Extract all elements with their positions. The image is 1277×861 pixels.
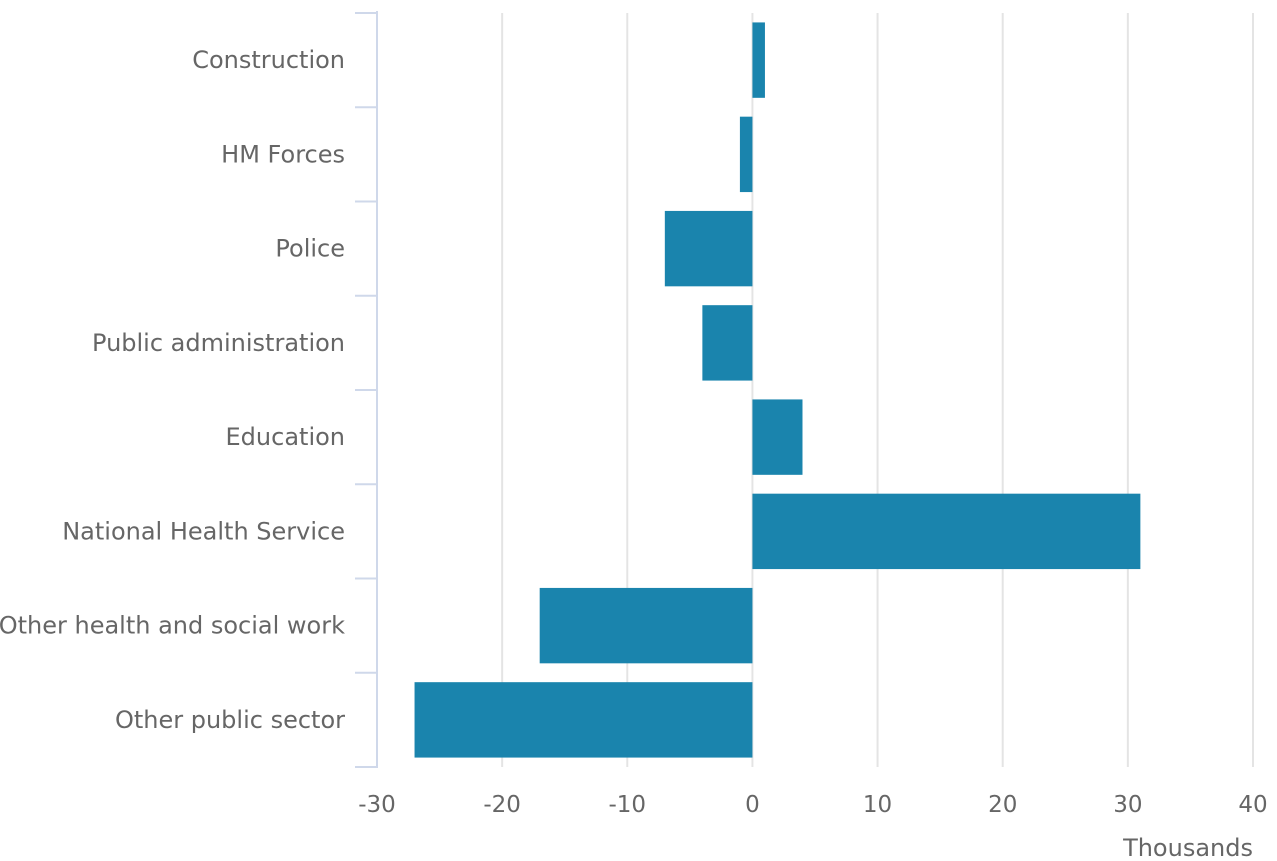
category-label-3: Public administration: [92, 329, 345, 357]
x-tick-label-0: -30: [358, 792, 396, 818]
x-tick-label-5: 20: [988, 792, 1017, 818]
x-tick-label-3: 0: [745, 792, 760, 818]
category-axis: [355, 11, 378, 768]
bar-0: [752, 22, 765, 98]
value-axis-ticks: -30 -20 -10 0 10 20 30 40: [358, 792, 1267, 818]
category-label-0: Construction: [192, 46, 345, 74]
bar-5: [752, 493, 1141, 570]
x-tick-label-7: 40: [1238, 792, 1267, 818]
category-label-4: Education: [226, 423, 345, 451]
category-label-2: Police: [275, 235, 345, 263]
category-label-1: HM Forces: [221, 140, 345, 168]
x-axis-title: Thousands: [1122, 834, 1253, 861]
category-labels: Construction HM Forces Police Public admini…: [0, 46, 345, 734]
bar-2: [664, 210, 753, 287]
category-label-5: National Health Service: [62, 517, 345, 545]
x-tick-label-6: 30: [1113, 792, 1142, 818]
bar-4: [752, 399, 803, 475]
x-tick-label-4: 10: [863, 792, 892, 818]
x-tick-label-2: -10: [608, 792, 646, 818]
bar-6: [539, 587, 753, 664]
bar-1: [739, 116, 753, 193]
x-tick-label-1: -20: [483, 792, 521, 818]
bar-3: [702, 305, 753, 381]
category-label-7: Other public sector: [115, 706, 345, 734]
bars: [414, 22, 1141, 758]
bar-7: [414, 682, 753, 758]
category-label-6: Other health and social work: [0, 612, 345, 640]
